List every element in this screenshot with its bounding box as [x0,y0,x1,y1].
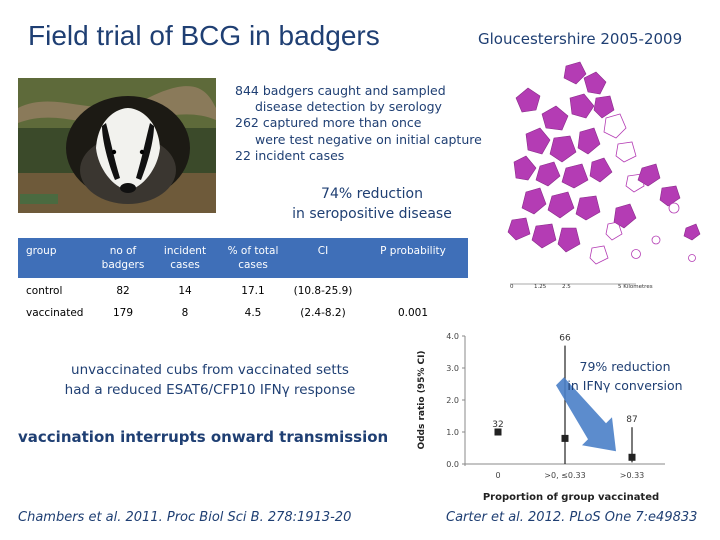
cell-percent-total: 4.5 [244,307,262,319]
cell-group: vaccinated [26,307,84,319]
slide-title: Field trial of BCG in badgers [28,20,380,51]
scale-2: 2.5 [562,284,571,290]
cell-no-of-badgers: 179 [112,307,134,319]
cell-group: control [26,285,63,297]
fact-incident: 22 incident cases [235,147,345,163]
fact-caught: 844 badgers caught and sampled [235,83,446,98]
y-axis-label: Odds ratio (95% CI) [417,350,427,449]
badger-photo [18,78,216,213]
x-tick-label: >0.33 [620,471,645,480]
scale-1: 1.25 [534,284,547,290]
table-row: vaccinated 179 8 4.5 (2.4-8.2) 0.001 [18,302,468,326]
cubs-line-1: unvaccinated cubs from vaccinated setts [71,362,349,378]
sett-map-svg: 0 1.25 2.5 5 Kilometres [507,61,701,290]
y-tick-label: 1.0 [446,428,459,437]
cell-incident-cases: 8 [181,307,189,319]
point-label: 32 [492,420,503,430]
y-tick-label: 0.0 [446,460,459,469]
fact-negative: were test negative on initial capture [255,131,482,147]
cell-incident-cases: 14 [178,285,192,297]
y-tick-label: 2.0 [446,396,459,405]
reduction-line-2: in seropositive disease [292,206,452,222]
header-incident-cases: incident cases [163,245,207,271]
badger-illustration [18,78,216,213]
x-tick-label: 0 [495,471,500,480]
odds-ratio-svg: 0.0 1.0 2.0 3.0 4.0 Odds ratio (95% CI) 0 >0, ≤… [417,332,665,503]
cell-ci: (2.4-8.2) [300,307,346,319]
cell-no-of-badgers: 82 [116,285,130,297]
fact-serology: disease detection by serology [255,99,442,115]
table-row: control 82 14 17.1 (10.8-25.9) [18,280,468,304]
cubs-line-2: had a reduced ESAT6/CFP10 IFNγ response [64,382,356,398]
header-ci: CI [317,245,329,257]
header-p-probability: P probability [380,245,446,257]
x-tick-label: >0, ≤0.33 [544,471,585,480]
cubs-finding: unvaccinated cubs from vaccinated setts … [30,360,390,400]
conversion-reduction: 79% reduction in IFNγ conversion [560,357,690,395]
scale-3: 5 Kilometres [618,284,653,290]
table-header: group no of badgers incident cases % of … [18,238,468,278]
y-tick-label: 3.0 [446,364,459,373]
sett-map: 0 1.25 2.5 5 Kilometres [496,58,704,294]
conversion-line-2: in IFNγ conversion [567,378,683,393]
header-percent-total: % of total cases [227,245,279,271]
reference-carter: Carter et al. 2012. PLoS One 7:e49833 [446,510,698,525]
point-label: 66 [559,334,571,344]
data-point [494,428,502,436]
seropositive-reduction: 74% reduction in seropositive disease [272,184,472,224]
point-label: 87 [626,415,637,425]
reference-chambers: Chambers et al. 2011. Proc Biol Sci B. 2… [18,510,352,525]
x-axis-label: Proportion of group vaccinated [483,492,659,503]
reduction-line-1: 74% reduction [321,186,423,202]
data-point [628,453,636,461]
header-group: group [26,245,57,257]
cell-percent-total: 17.1 [241,285,265,297]
header-no-of-badgers: no of badgers [101,245,145,271]
scale-0: 0 [510,284,514,290]
odds-ratio-chart: 0.0 1.0 2.0 3.0 4.0 Odds ratio (95% CI) 0 >0, ≤… [410,328,710,508]
y-tick-label: 4.0 [446,332,459,341]
fact-recaptured: 262 captured more than once [235,115,422,131]
cell-ci: (10.8-25.9) [293,285,353,297]
trial-facts: 844 badgers caught and sampled disease d… [235,83,482,164]
interrupt-statement: vaccination interrupts onward transmissi… [18,428,389,446]
data-point [561,434,569,442]
region-label: Gloucestershire 2005-2009 [478,30,683,48]
conversion-line-1: 79% reduction [579,359,671,374]
cell-p-probability: 0.001 [397,307,429,319]
arrow-icon [556,377,616,452]
